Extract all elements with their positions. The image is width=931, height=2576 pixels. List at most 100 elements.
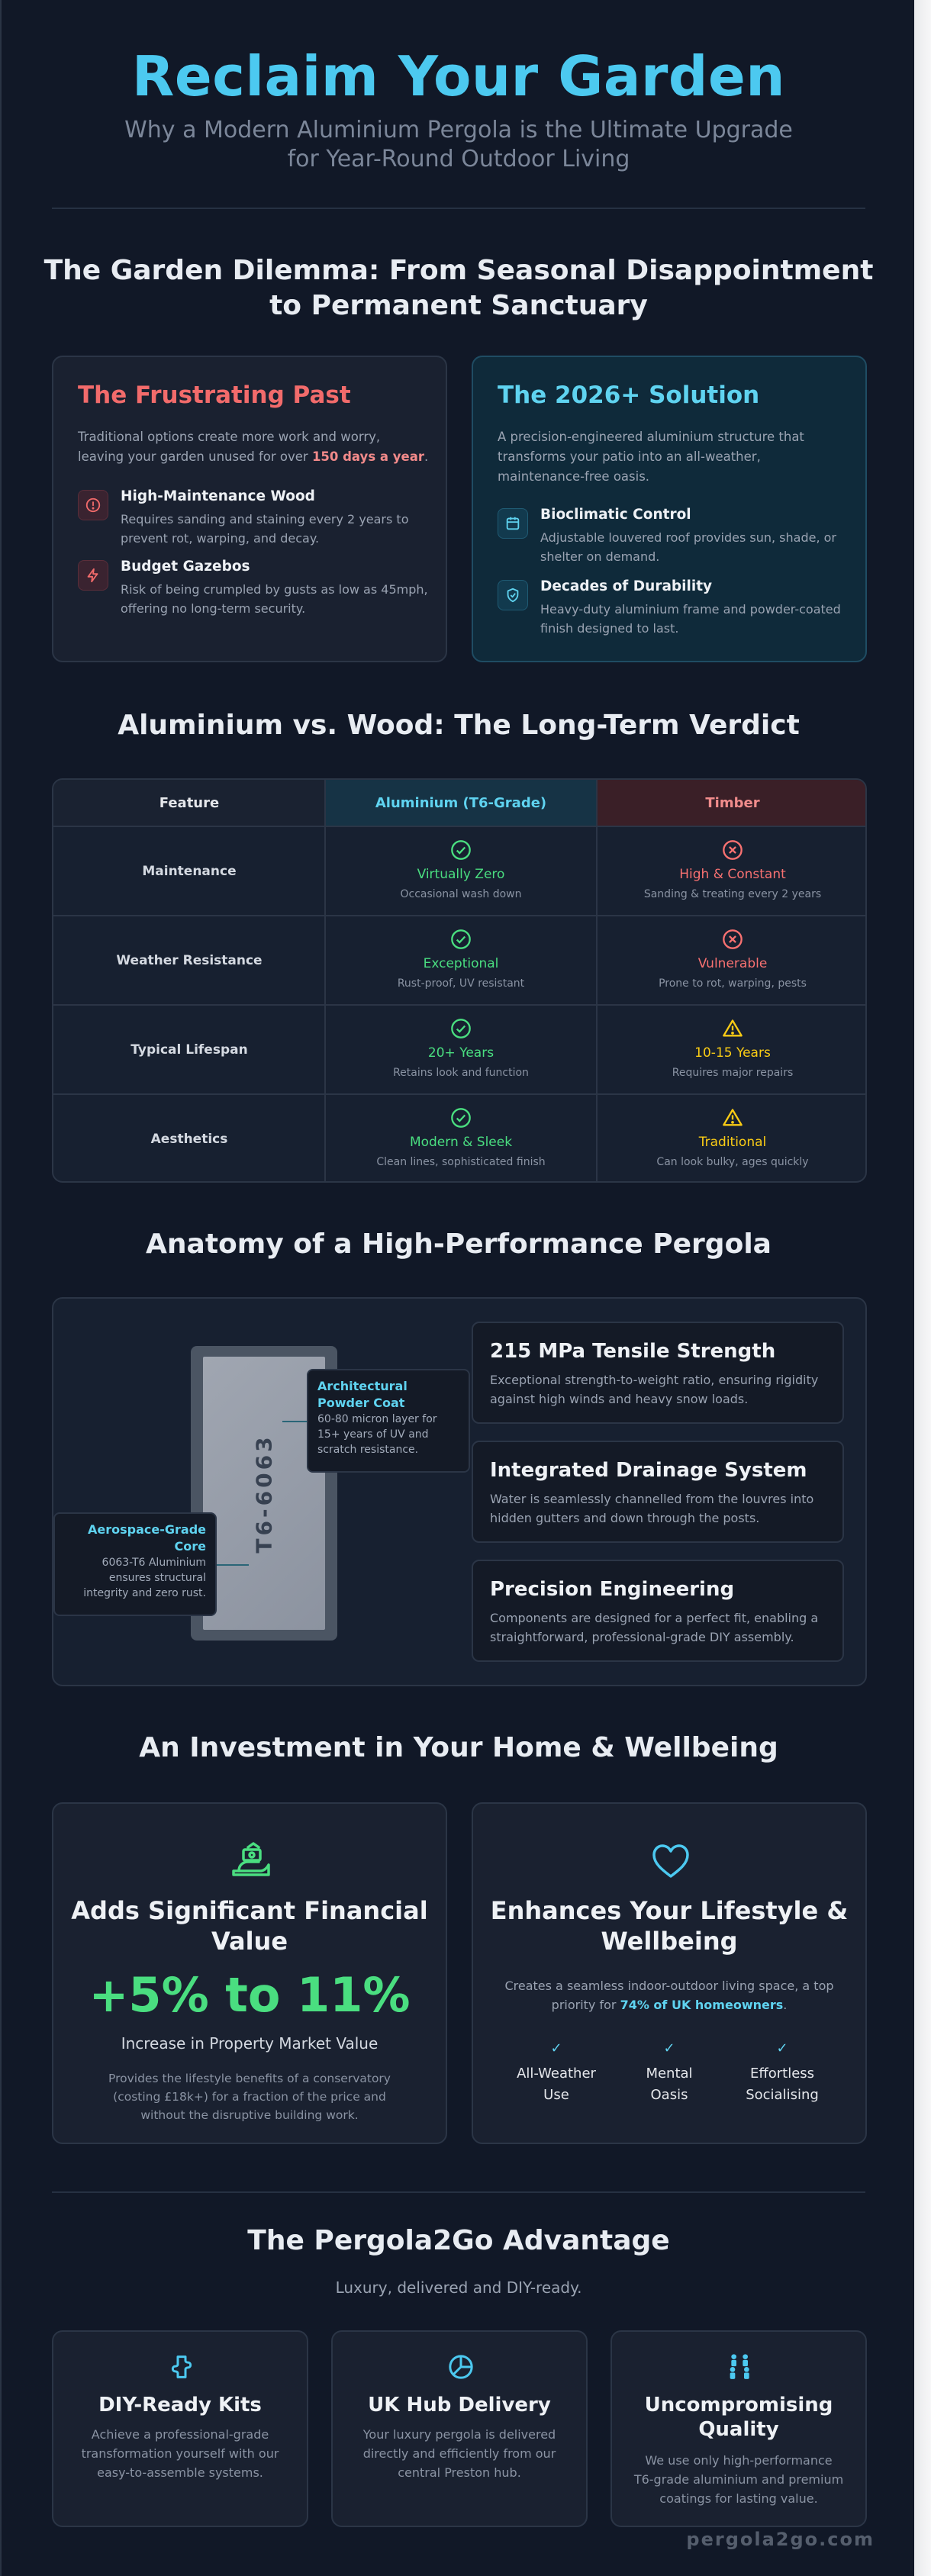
investment-title: An Investment in Your Home & Wellbeing [139,1732,778,1763]
advantage-card: Uncompromising Quality We use only high-… [610,2330,867,2527]
lifestyle-heading-line2: Wellbeing [601,1927,738,1956]
cell-detail: Rust-proof, UV resistant [397,977,525,990]
callout-title: Aerospace-Grade Core [88,1522,206,1554]
core-callout: Aerospace-Grade Core 6063-T6 Aluminium e… [53,1512,217,1616]
hero-title: Reclaim Your Garden [131,44,786,108]
cell-detail: Sanding & treating every 2 years [643,888,822,900]
spec-card: 215 MPa Tensile Strength Exceptional str… [472,1322,844,1424]
spec-title: Integrated Drainage System [490,1459,807,1482]
advantage-title: Uncompromising Quality [620,2393,858,2442]
past-heading: The Frustrating Past [78,382,351,409]
advantage-title: UK Hub Delivery [368,2394,551,2417]
check-circle-icon [450,929,472,950]
perk-item: ✓ Mental Oasis [612,2040,726,2106]
pie-chart-icon [449,2355,473,2379]
cell-value: Vulnerable [697,956,768,971]
warning-icon [722,1107,743,1129]
spec-card: Precision Engineering Components are des… [472,1560,844,1662]
cell-value: High & Constant [679,867,786,882]
post-label: T6-6063 [251,1433,277,1554]
table-cell-wood: 10-15 Years Requires major repairs [597,1006,865,1093]
puzzle-icon [171,2355,192,2378]
spec-card: Integrated Drainage System Water is seam… [472,1441,844,1543]
perk-label: Mental Oasis [646,2066,693,2103]
page-edge [914,0,931,2576]
column-divider [596,780,598,1181]
callout-leader [217,1564,249,1566]
check-circle-icon [450,1107,472,1129]
spec-desc: Exceptional strength-to-weight ratio, en… [490,1373,819,1406]
solution-item-desc: Adjustable louvered roof provides sun, s… [540,530,836,564]
advantage-title-line2: Quality [698,2418,779,2441]
past-intro-highlight: 150 days a year [311,449,424,464]
past-item: Budget Gazebos Risk of being crumpled by… [78,559,429,620]
frustrating-past-card: The Frustrating Past Traditional options… [52,356,447,662]
table-row: Weather Resistance Exceptional Rust-proof,… [53,915,865,1004]
dilemma-title-line1: The Garden Dilemma: From Seasonal Disapp… [43,255,874,286]
hero-subtitle-line1: Why a Modern Aluminium Pergola is the Ul… [124,117,793,143]
table-header-feature: Feature [53,780,325,826]
lightning-icon [78,560,108,591]
table-row: Aesthetics Modern & Sleek Clean lines, sop… [53,1093,865,1181]
perk-label: Effortless Socialising [746,2066,819,2103]
post-core: T6-6063 [203,1357,325,1630]
advantage-card: UK Hub Delivery Your luxury pergola is d… [331,2330,588,2527]
warning-icon [722,1018,743,1039]
solution-item-title: Bioclimatic Control [540,507,691,523]
table-header-aluminium: Aluminium (T6-Grade) [325,780,597,826]
financial-value-card: Adds Significant Financial Value +5% to … [52,1802,447,2144]
callout-title: Architectural Powder Coat [317,1379,408,1410]
solution-item: Decades of Durability Heavy-duty alumini… [498,578,849,639]
cell-value: 20+ Years [427,1045,494,1061]
lifestyle-card: Enhances Your Lifestyle & Wellbeing Crea… [472,1802,867,2144]
solution-item: Bioclimatic Control Adjustable louvered … [498,507,849,568]
quality-people-icon [730,2354,749,2379]
dilemma-title-line2: to Permanent Sanctuary [269,290,648,321]
solution-heading: The 2026+ Solution [498,382,760,409]
row-feature-label: Maintenance [142,863,237,879]
divider [52,208,865,209]
table-cell-alu: 20+ Years Retains look and function [325,1006,597,1093]
cell-value: 10-15 Years [694,1045,771,1061]
advantage-subtitle: Luxury, delivered and DIY-ready. [335,2278,582,2297]
past-intro-text: Traditional options create more work and… [78,430,381,464]
advantage-title: The Pergola2Go Advantage [247,2225,670,2256]
property-value-label: Increase in Property Market Value [121,2034,379,2053]
financial-note: Provides the lifestyle benefits of a con… [108,2072,391,2122]
check-circle-icon [450,1018,472,1039]
table-cell-wood: High & Constant Sanding & treating every … [597,827,865,915]
advantage-card: DIY-Ready Kits Achieve a professional-gr… [52,2330,308,2527]
callout-leader [282,1421,308,1422]
table-header-timber: Timber [597,780,865,826]
financial-heading-line2: Value [211,1927,288,1956]
column-divider [324,780,326,1181]
advantage-title-line1: Uncompromising [644,2394,833,2417]
divider [52,2191,865,2193]
powder-coat-callout: Architectural Powder Coat 60-80 micron l… [307,1369,470,1473]
solution-item-title: Decades of Durability [540,578,713,594]
table-cell-alu: Exceptional Rust-proof, UV resistant [325,916,597,1004]
row-feature-label: Weather Resistance [116,952,263,968]
check-icon: ✓ [663,2040,675,2056]
advantage-desc: We use only high-performance T6-grade al… [633,2453,844,2506]
hero-subtitle: Why a Modern Aluminium Pergola is the Ul… [2,116,916,174]
heart-icon [652,1844,689,1878]
advantage-desc: Your luxury pergola is delivered directl… [362,2427,556,2480]
x-circle-icon [722,839,743,861]
callout-desc: 6063-T6 Aluminium ensures structural int… [83,1557,206,1599]
check-icon: ✓ [776,2040,788,2056]
row-feature-label: Aesthetics [150,1131,228,1147]
lifestyle-desc-text: Creates a seamless indoor-outdoor living… [504,1979,834,2012]
table-cell-alu: Modern & Sleek Clean lines, sophisticated… [325,1095,597,1181]
cell-detail: Occasional wash down [400,888,522,900]
table-cell-wood: Vulnerable Prone to rot, warping, pests [597,916,865,1004]
perk-label: All-Weather Use [517,2066,596,2103]
footer-brand: pergola2go.com [686,2529,875,2550]
comparison-title: Aluminium vs. Wood: The Long-Term Verdic… [118,710,800,741]
shield-check-icon [498,580,528,610]
past-item-title: High-Maintenance Wood [121,488,315,504]
anatomy-panel: T6-6063 Architectural Powder Coat 60-80 … [52,1297,867,1686]
alert-circle-icon [78,490,108,520]
past-item-desc: Risk of being crumpled by gusts as low a… [121,582,428,616]
